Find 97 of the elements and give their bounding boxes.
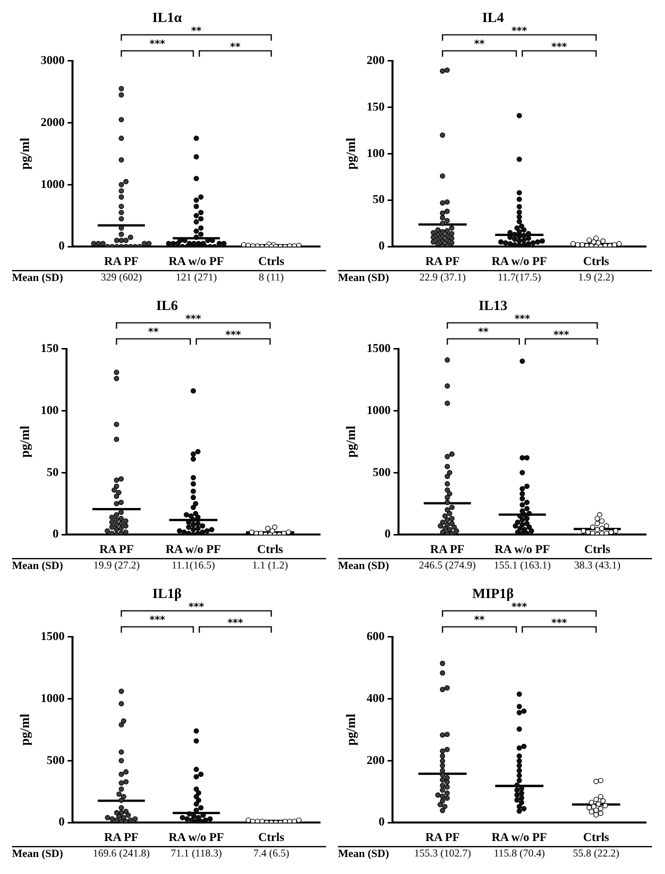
text: 38.3 (43.1)	[574, 560, 621, 572]
chart-title: IL1α	[152, 11, 182, 26]
text: ***	[188, 602, 205, 613]
text: Mean (SD)	[12, 848, 64, 860]
x-tick-label: Ctrls	[257, 542, 284, 556]
x-tick-label: Ctrls	[583, 830, 610, 844]
text: 11.7(17.5)	[498, 272, 542, 284]
text: 71.1 (118.3)	[170, 848, 222, 860]
text: 19.9 (27.2)	[93, 560, 140, 572]
text: 1.1 (1.2)	[252, 560, 289, 572]
x-tick-label: RA PF	[99, 542, 134, 556]
text: Mean (SD)	[12, 272, 64, 284]
x-tick-label: RA PF	[425, 254, 460, 268]
y-tick-label: 1000	[40, 690, 65, 705]
text: 1.9 (2.2)	[578, 272, 615, 284]
x-tick-label: Ctrls	[258, 830, 285, 844]
text: ***	[227, 618, 244, 629]
y-axis-title: pg/ml	[343, 713, 358, 746]
y-axis-title: pg/ml	[343, 425, 358, 458]
text: 329 (602)	[100, 272, 142, 284]
x-tick-label: RA w/o PF	[492, 254, 547, 268]
x-tick-label: RA w/o PF	[168, 830, 224, 844]
text: ***	[551, 618, 568, 629]
chart-title: IL1β	[152, 587, 182, 602]
text: **	[230, 42, 242, 53]
text: 246.5 (274.9)	[418, 560, 476, 572]
x-tick-label: RA PF	[104, 254, 138, 268]
text: **	[474, 614, 486, 626]
y-axis-title: pg/ml	[17, 425, 32, 458]
text: Mean (SD)	[338, 272, 390, 284]
text: Mean (SD)	[338, 848, 390, 860]
text: 7.4 (6.5)	[253, 848, 290, 860]
text: **	[148, 326, 160, 338]
y-tick-label: 1000	[366, 402, 391, 417]
text: ***	[514, 314, 531, 325]
text: ***	[551, 42, 568, 53]
y-tick-label: 100	[366, 146, 385, 160]
text: 55.8 (22.2)	[572, 848, 620, 860]
y-tick-label: 200	[366, 752, 385, 767]
chart-title: IL13	[478, 299, 508, 314]
y-tick-label: 2000	[40, 114, 65, 129]
text: 169.6 (241.8)	[92, 848, 150, 860]
text: Mean (SD)	[12, 560, 64, 572]
y-tick-label: 500	[372, 464, 391, 479]
text: 115.8 (70.4)	[494, 848, 546, 860]
x-tick-label: RA w/o PF	[166, 542, 221, 556]
text: 121 (271)	[176, 272, 218, 284]
x-tick-label: Ctrls	[584, 542, 611, 556]
text: ***	[149, 38, 166, 50]
text: ***	[511, 26, 528, 37]
text: ***	[553, 330, 570, 341]
y-tick-label: 150	[40, 340, 59, 355]
chart-title: IL6	[156, 299, 178, 314]
y-tick-label: 50	[46, 464, 59, 479]
y-tick-label: 0	[378, 814, 385, 829]
text: 8 (11)	[258, 272, 284, 284]
x-tick-label: Ctrls	[258, 254, 285, 268]
x-tick-label: RA PF	[430, 542, 464, 556]
y-tick-label: 500	[46, 752, 65, 767]
y-tick-label: 400	[366, 690, 385, 705]
text: ***	[185, 314, 202, 325]
y-tick-label: 3000	[40, 52, 65, 67]
y-tick-label: 0	[52, 526, 59, 541]
y-axis-title: pg/ml	[343, 137, 358, 170]
x-tick-label: RA w/o PF	[168, 254, 224, 268]
y-tick-label: 1500	[40, 628, 65, 643]
chart-title: IL4	[482, 11, 504, 26]
y-tick-label: 1000	[40, 176, 65, 191]
x-tick-label: RA PF	[425, 830, 460, 844]
y-axis-title: pg/ml	[17, 137, 32, 170]
x-tick-label: RA w/o PF	[492, 830, 547, 844]
text: 11.1(16.5)	[172, 560, 216, 572]
y-tick-label: 200	[366, 52, 385, 67]
y-axis-title: pg/ml	[17, 713, 32, 746]
text: Mean (SD)	[338, 560, 390, 572]
y-tick-label: 0	[384, 526, 391, 541]
y-tick-label: 150	[366, 99, 385, 114]
y-tick-label: 50	[372, 192, 385, 206]
y-tick-label: 0	[58, 238, 65, 253]
y-tick-label: 600	[366, 628, 385, 643]
text: **	[474, 38, 486, 50]
text: ***	[149, 614, 166, 626]
text: 22.9 (37.1)	[419, 272, 466, 284]
x-tick-label: Ctrls	[583, 254, 610, 268]
y-tick-label: 0	[58, 814, 65, 829]
y-tick-label: 1500	[366, 340, 391, 355]
x-tick-label: RA w/o PF	[494, 542, 550, 556]
text: 155.3 (102.7)	[414, 848, 472, 860]
y-tick-label: 100	[40, 402, 59, 417]
x-tick-label: RA PF	[104, 830, 138, 844]
text: ***	[511, 602, 528, 613]
chart-title: MIP1β	[472, 587, 514, 602]
text: **	[191, 26, 202, 37]
text: 155.1 (163.1)	[494, 560, 552, 572]
text: ***	[225, 330, 242, 341]
y-tick-label: 0	[378, 238, 385, 253]
text: **	[478, 326, 490, 338]
